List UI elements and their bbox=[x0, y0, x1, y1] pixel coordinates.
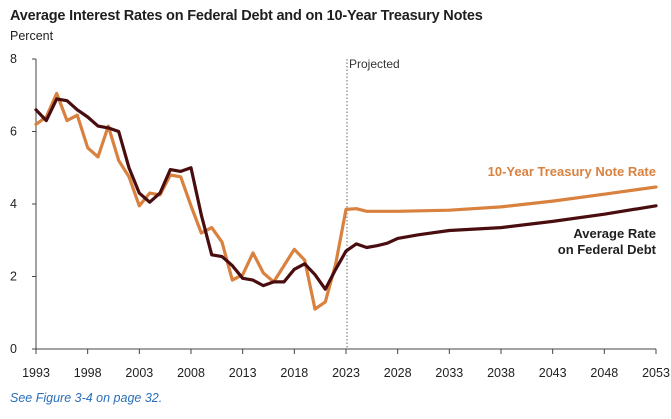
x-tick-label: 1998 bbox=[74, 366, 102, 380]
y-tick-label: 8 bbox=[10, 52, 17, 66]
line-chart: 0 2 4 6 8 1993 1998 2003 2008 2013 2018 2023 2028 203… bbox=[0, 0, 671, 419]
x-tick-label: 2033 bbox=[435, 366, 463, 380]
y-tick-label: 0 bbox=[10, 342, 17, 356]
x-tick-label: 2018 bbox=[280, 366, 308, 380]
treasury-series-label: 10-Year Treasury Note Rate bbox=[488, 164, 656, 179]
federal-series-label-line1: Average Rate bbox=[573, 226, 656, 241]
x-tick-label: 2013 bbox=[229, 366, 257, 380]
y-tick-label: 2 bbox=[10, 270, 17, 284]
x-tick-label: 2003 bbox=[125, 366, 153, 380]
x-tick-label: 2028 bbox=[384, 366, 412, 380]
treasury-series-line bbox=[36, 93, 656, 309]
x-tick-label: 2023 bbox=[332, 366, 360, 380]
federal-series-line bbox=[36, 99, 656, 289]
x-tick-label: 2038 bbox=[487, 366, 515, 380]
x-tick-label: 2053 bbox=[642, 366, 670, 380]
x-tick-label: 2043 bbox=[539, 366, 567, 380]
federal-series-label-line2: on Federal Debt bbox=[558, 242, 657, 257]
x-tick-label: 2048 bbox=[590, 366, 618, 380]
axes: 0 2 4 6 8 1993 1998 2003 2008 2013 2018 2023 2028 203… bbox=[10, 52, 670, 380]
projected-label: Projected bbox=[349, 57, 400, 71]
series-lines bbox=[36, 93, 656, 309]
y-tick-label: 6 bbox=[10, 125, 17, 139]
y-tick-label: 4 bbox=[10, 197, 17, 211]
x-tick-label: 2008 bbox=[177, 366, 205, 380]
footnote: See Figure 3-4 on page 32. bbox=[10, 391, 162, 405]
x-tick-label: 1993 bbox=[22, 366, 50, 380]
